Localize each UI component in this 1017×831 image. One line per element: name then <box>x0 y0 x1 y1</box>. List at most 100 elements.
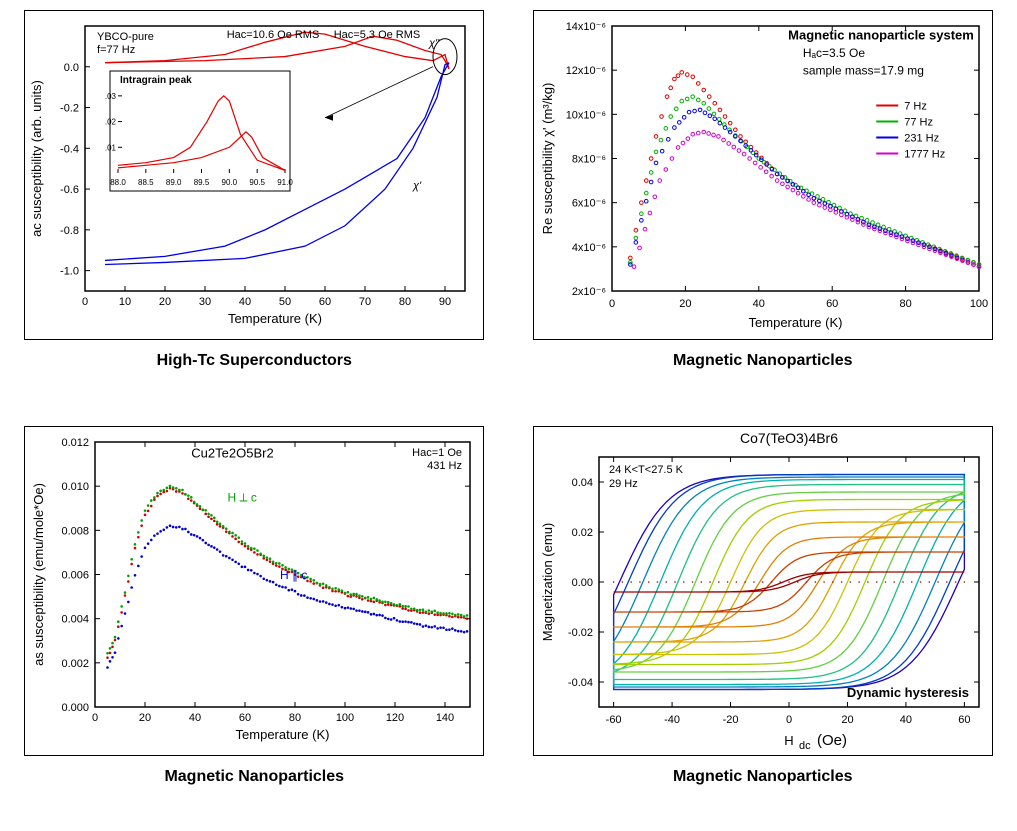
svg-text:sample mass=17.9 mg: sample mass=17.9 mg <box>803 64 924 78</box>
svg-text:0.010: 0.010 <box>62 481 90 493</box>
svg-text:77 Hz: 77 Hz <box>904 117 933 129</box>
svg-text:0.00: 0.00 <box>571 577 592 589</box>
svg-text:0: 0 <box>82 296 88 308</box>
svg-text:140: 140 <box>436 712 454 724</box>
svg-text:100: 100 <box>970 298 988 310</box>
svg-text:12x10⁻⁶: 12x10⁻⁶ <box>565 65 605 77</box>
svg-text:-0.2: -0.2 <box>60 103 79 115</box>
chart-hysteresis: -60 -40 -20 0 20 40 60 -0.04 -0.02 0.00 0.02 0.04 Hd… <box>533 426 993 756</box>
caption-bl: Magnetic Nanoparticles <box>164 768 344 786</box>
panel-bottom-right: -60 -40 -20 0 20 40 60 -0.04 -0.02 0.00 0.02 0.04 Hd… <box>519 426 1008 822</box>
svg-text:88.0: 88.0 <box>110 178 126 187</box>
svg-text:0: 0 <box>609 298 615 310</box>
chart-grid: 0102030405060708090-1.0-0.8-0.6-0.4-0.20… <box>10 10 1007 821</box>
caption-br: Magnetic Nanoparticles <box>673 768 853 786</box>
svg-text:90.0: 90.0 <box>222 178 238 187</box>
svg-text:as susceptibility (emu/mole*Oe: as susceptibility (emu/mole*Oe) <box>31 483 46 666</box>
svg-text:100: 100 <box>336 712 354 724</box>
svg-text:Temperature (K): Temperature (K) <box>748 315 842 330</box>
svg-text:0: 0 <box>786 714 792 726</box>
svg-text:H ∥ c: H ∥ c <box>280 567 307 581</box>
svg-text:H ⟂ c: H ⟂ c <box>228 490 257 504</box>
svg-text:91.0: 91.0 <box>277 178 293 187</box>
svg-text:24 K<T<27.5 K: 24 K<T<27.5 K <box>609 464 684 476</box>
svg-text:60: 60 <box>319 296 331 308</box>
svg-text:-60: -60 <box>605 714 621 726</box>
svg-text:0.006: 0.006 <box>62 569 90 581</box>
caption-tl: High-Tc Superconductors <box>157 352 352 370</box>
svg-text:0: 0 <box>92 712 98 724</box>
svg-text:0.002: 0.002 <box>62 657 90 669</box>
svg-text:(Oe): (Oe) <box>817 732 847 749</box>
svg-text:-1.0: -1.0 <box>60 266 79 278</box>
svg-text:χ': χ' <box>412 180 422 192</box>
svg-text:431 Hz: 431 Hz <box>427 460 462 472</box>
svg-text:Temperature (K): Temperature (K) <box>236 727 330 742</box>
svg-text:88.5: 88.5 <box>138 178 154 187</box>
svg-text:10: 10 <box>119 296 131 308</box>
svg-text:40: 40 <box>752 298 764 310</box>
svg-text:120: 120 <box>386 712 404 724</box>
svg-text:-0.02: -0.02 <box>568 627 593 639</box>
svg-text:Hₐc=3.5 Oe: Hₐc=3.5 Oe <box>803 46 865 60</box>
svg-text:7 Hz: 7 Hz <box>904 101 927 113</box>
panel-bottom-left: 0204060801001201400.0000.0020.0040.0060.… <box>10 426 499 822</box>
svg-text:20: 20 <box>841 714 853 726</box>
svg-text:29 Hz: 29 Hz <box>609 478 638 490</box>
svg-text:-0.6: -0.6 <box>60 184 79 196</box>
svg-text:.02: .02 <box>105 118 117 127</box>
svg-text:H: H <box>784 733 793 748</box>
svg-text:20: 20 <box>679 298 691 310</box>
svg-text:.03: .03 <box>105 92 117 101</box>
svg-text:ac susceptibility (arb. units): ac susceptibility (arb. units) <box>29 80 44 237</box>
svg-text:-20: -20 <box>722 714 738 726</box>
svg-text:Magnetic nanoparticle system: Magnetic nanoparticle system <box>788 27 974 42</box>
svg-text:0.04: 0.04 <box>571 477 592 489</box>
svg-text:-40: -40 <box>664 714 680 726</box>
svg-text:50: 50 <box>279 296 291 308</box>
svg-text:-0.8: -0.8 <box>60 225 79 237</box>
svg-text:10x10⁻⁶: 10x10⁻⁶ <box>565 109 605 121</box>
svg-text:Hac=1 Oe: Hac=1 Oe <box>412 447 462 459</box>
svg-text:90.5: 90.5 <box>250 178 266 187</box>
svg-text:70: 70 <box>359 296 371 308</box>
svg-text:-0.04: -0.04 <box>568 677 593 689</box>
svg-text:60: 60 <box>239 712 251 724</box>
svg-text:dc: dc <box>799 740 811 752</box>
caption-tr: Magnetic Nanoparticles <box>673 352 853 370</box>
svg-text:.01: .01 <box>105 143 117 152</box>
svg-text:14x10⁻⁶: 14x10⁻⁶ <box>565 21 605 33</box>
svg-text:80: 80 <box>399 296 411 308</box>
svg-text:-0.4: -0.4 <box>60 143 79 155</box>
panel-top-left: 0102030405060708090-1.0-0.8-0.6-0.4-0.20… <box>10 10 499 406</box>
svg-text:Intragrain peak: Intragrain peak <box>120 75 192 86</box>
svg-text:0.0: 0.0 <box>64 62 79 74</box>
svg-text:Magnetization (emu): Magnetization (emu) <box>540 522 555 641</box>
svg-text:0.02: 0.02 <box>571 527 592 539</box>
svg-text:20: 20 <box>139 712 151 724</box>
chart-nanoparticle-susc: 0204060801002x10⁻⁶4x10⁻⁶6x10⁻⁶8x10⁻⁶10x1… <box>533 10 993 340</box>
svg-text:Re susceptibility χ' (m³/kg): Re susceptibility χ' (m³/kg) <box>540 83 555 235</box>
svg-text:0.008: 0.008 <box>62 525 90 537</box>
svg-text:20: 20 <box>159 296 171 308</box>
svg-text:0.004: 0.004 <box>62 613 90 625</box>
svg-text:Cu2Te2O5Br2: Cu2Te2O5Br2 <box>192 445 274 460</box>
svg-text:40: 40 <box>900 714 912 726</box>
svg-text:f=77 Hz: f=77 Hz <box>97 44 135 56</box>
chart-ybco: 0102030405060708090-1.0-0.8-0.6-0.4-0.20… <box>24 10 484 340</box>
svg-text:60: 60 <box>958 714 970 726</box>
svg-text:80: 80 <box>899 298 911 310</box>
svg-text:Co7(TeO3)4Br6: Co7(TeO3)4Br6 <box>740 430 838 446</box>
svg-text:60: 60 <box>826 298 838 310</box>
svg-text:1777 Hz: 1777 Hz <box>904 149 945 161</box>
svg-text:90: 90 <box>439 296 451 308</box>
panel-top-right: 0204060801002x10⁻⁶4x10⁻⁶6x10⁻⁶8x10⁻⁶10x1… <box>519 10 1008 406</box>
svg-text:89.0: 89.0 <box>166 178 182 187</box>
svg-text:40: 40 <box>239 296 251 308</box>
svg-text:YBCO-pure: YBCO-pure <box>97 31 154 43</box>
svg-text:0.012: 0.012 <box>62 437 90 449</box>
svg-text:4x10⁻⁶: 4x10⁻⁶ <box>572 242 606 254</box>
svg-text:80: 80 <box>289 712 301 724</box>
svg-text:231 Hz: 231 Hz <box>904 133 939 145</box>
chart-cutebr: 0204060801001201400.0000.0020.0040.0060.… <box>24 426 484 756</box>
